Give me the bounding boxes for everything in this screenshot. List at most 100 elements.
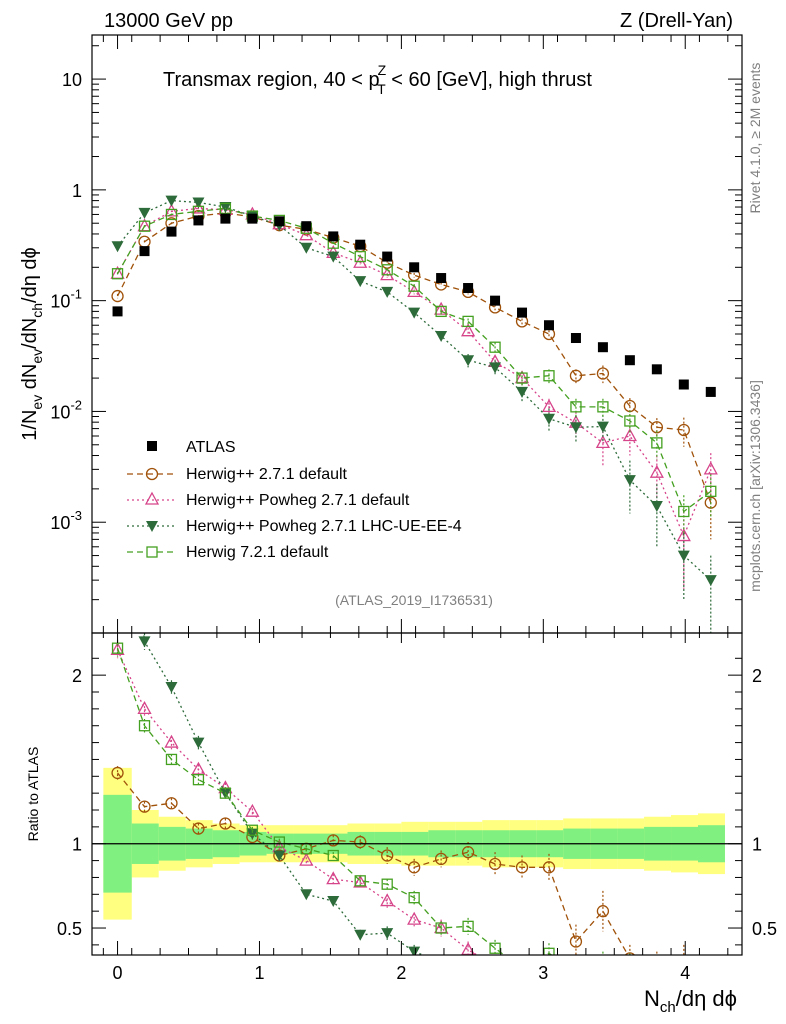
series-1-ratio-point-8	[327, 834, 340, 847]
series-1-point-1	[138, 235, 151, 248]
rivet-version-label: Rivet 4.1.0, ≥ 2M events	[747, 63, 763, 214]
series-2-ratio-point-14	[489, 959, 501, 970]
legend-marker-powheg	[144, 491, 160, 505]
series-4-point-1	[138, 220, 151, 232]
series-4-point-19	[624, 415, 636, 427]
series-3-point-11	[408, 307, 421, 319]
series-3-ratio-point-12	[435, 957, 447, 968]
y-tick-label-0: 10-3	[50, 508, 82, 533]
ratio-tick-label-right-2: 2	[752, 666, 762, 686]
legend-marker-atlas	[147, 441, 157, 451]
series-0-point-9	[355, 239, 366, 250]
series-1-ratio-point-17	[569, 935, 583, 948]
series-1-ratio-point-19	[624, 952, 636, 955]
y-tick-label-3: 1	[72, 181, 82, 201]
series-3-ratio-point-16	[543, 984, 555, 995]
series-3-point-1	[138, 207, 151, 219]
series-4-ratio-point-0	[111, 642, 124, 654]
series-4-ratio-point-20	[652, 970, 662, 980]
series-3-ratio-point-14	[489, 967, 501, 978]
series-4-ratio-point-4	[219, 787, 232, 799]
series-3-ratio-point-7	[300, 889, 313, 901]
series-4-point-22	[705, 485, 717, 497]
series-3-point-10	[381, 286, 394, 298]
series-1-ratio	[111, 766, 685, 955]
series-1-point-21	[677, 423, 690, 437]
series-4-ratio	[111, 639, 662, 980]
y-tick-label-4: 10	[62, 70, 82, 90]
x-tick-label-0: 0	[113, 963, 123, 983]
series-4-point-14	[489, 341, 501, 353]
series-4-ratio-point-13	[462, 920, 474, 932]
mcplots-label: mcplots.cern.ch [arXiv:1306.3436]	[747, 380, 763, 592]
series-1-ratio-point-2	[165, 797, 178, 810]
series-2-point-7	[299, 227, 314, 241]
series-4-main	[111, 202, 717, 537]
series-1-point-20	[650, 421, 663, 434]
series-3-point-15	[516, 386, 529, 398]
series-4-point-21	[678, 505, 690, 518]
series-3-ratio-point-2	[165, 681, 178, 693]
x-tick-label-4: 4	[680, 963, 690, 983]
series-3-point-20	[650, 501, 663, 513]
series-0-point-12	[436, 273, 447, 284]
series-4-line	[116, 207, 712, 513]
series-4-point-13	[462, 315, 474, 328]
series-3-point-4	[219, 202, 232, 214]
plot-title: Transmax region, 40 < pZ T < 60 [GeV], hi…	[163, 62, 592, 97]
series-2-point-3	[191, 200, 206, 214]
series-4-ratio-point-19	[625, 960, 635, 970]
series-0-point-2	[166, 226, 177, 237]
series-0-point-17	[570, 333, 581, 344]
series-3-ratio-point-11	[408, 946, 421, 955]
legend-marker-herwig7	[146, 546, 158, 558]
plot-title-sub: T	[377, 81, 386, 97]
series-3-point-9	[354, 276, 367, 288]
series-1-ratio-line	[117, 772, 629, 955]
series-4-ratio-point-16	[543, 947, 555, 955]
series-3-point-14	[489, 362, 502, 374]
series-1-point-17	[569, 369, 583, 382]
series-2-ratio-point-10	[380, 893, 395, 907]
series-4-point-2	[165, 208, 178, 221]
series-4-ratio-point-12	[435, 922, 447, 934]
series-4-ratio-point-14	[489, 942, 501, 954]
series-4-point-17	[570, 401, 582, 413]
ratio-y-axis-label: Ratio to ATLAS	[25, 747, 41, 842]
legend-label-herwig7: Herwig 7.2.1 default	[186, 544, 329, 561]
series-4-ratio-point-6	[273, 836, 285, 848]
series-4-ratio-point-1	[138, 720, 151, 732]
series-1-ratio-point-10	[381, 849, 394, 862]
series-4-point-16	[543, 370, 555, 382]
y-tick-label-2: 10-1	[50, 287, 82, 312]
series-3-point-19	[623, 475, 636, 487]
series-2-ratio-point-0	[110, 642, 125, 656]
series-2-ratio-point-19	[624, 970, 636, 981]
series-0-point-18	[597, 342, 608, 353]
series-3-point-22	[704, 575, 717, 587]
series-2-ratio-point-5	[245, 803, 260, 817]
series-0-point-21	[678, 379, 689, 390]
series-4-ratio-point-8	[327, 849, 339, 862]
legend-label-herwigpp: Herwig++ 2.7.1 default	[186, 466, 348, 483]
series-1-ratio-point-14	[488, 857, 502, 871]
series-0-point-4	[220, 213, 231, 224]
ratio-tick-label-right-1: 1	[752, 835, 762, 855]
ratio-panel-series	[110, 367, 685, 995]
series-4-ratio-point-11	[408, 892, 420, 904]
series-1-ratio-point-16	[542, 861, 556, 874]
series-2-point-13	[460, 323, 476, 337]
series-3-ratio-point-0	[112, 367, 124, 378]
legend-label-powheg-ue: Herwig++ Powheg 2.7.1 LHC-UE-EE-4	[186, 518, 462, 535]
ratio-tick-label-right-0: 0.5	[752, 919, 777, 939]
series-4-point-4	[219, 202, 232, 215]
series-2-point-16	[541, 398, 557, 412]
legend-label-atlas: ATLAS	[186, 439, 236, 456]
series-3-point-3	[192, 197, 205, 209]
series-2-point-20	[649, 464, 664, 478]
series-3-point-8	[327, 251, 340, 263]
series-0-point-6	[274, 216, 285, 227]
series-2-ratio-point-11	[407, 911, 422, 925]
series-3-point-17	[569, 422, 582, 434]
series-3-point-16	[542, 413, 555, 425]
